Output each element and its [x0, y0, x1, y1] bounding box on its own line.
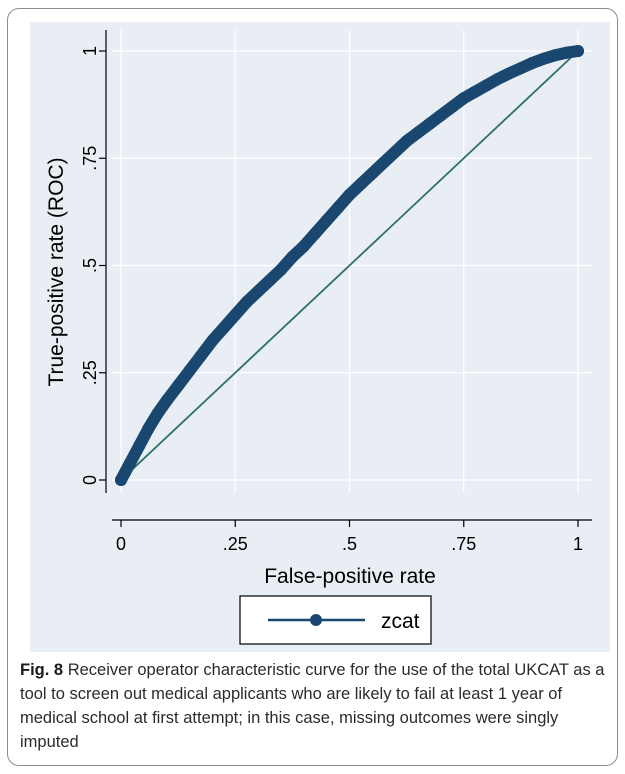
y-axis-ticks: 0 .25 .5 .75 1: [80, 46, 106, 485]
y-tick-label-4: 1: [80, 46, 100, 56]
x-axis-ticks: 0 .25 .5 .75 1: [116, 520, 583, 554]
caption-text: Receiver operator characteristic curve f…: [20, 661, 605, 751]
roc-point-15: [274, 263, 287, 276]
roc-point-0: [115, 474, 127, 486]
roc-point-22: [354, 177, 367, 190]
plot-area: [112, 30, 592, 493]
reference-diagonal-line: [120, 50, 579, 481]
roc-point-27: [412, 126, 425, 139]
roc-point-10: [217, 321, 230, 334]
roc-point-21: [343, 188, 356, 201]
x-tick-label-0: 0: [116, 534, 126, 554]
y-tick-label-2: .5: [80, 258, 100, 273]
roc-point-29: [434, 109, 447, 122]
roc-curve-markers: [115, 45, 584, 486]
roc-point-31: [457, 92, 470, 105]
roc-point-33: [480, 79, 493, 92]
roc-point-32: [469, 85, 482, 98]
roc-point-6: [172, 379, 185, 392]
roc-point-24: [377, 156, 390, 169]
roc-point-23: [366, 167, 379, 180]
roc-point-19: [320, 214, 333, 227]
roc-point-36: [514, 62, 527, 75]
roc-point-8: [194, 349, 207, 362]
roc-point-4: [151, 407, 164, 420]
roc-point-3: [142, 422, 155, 435]
x-tick-label-4: 1: [573, 534, 583, 554]
roc-point-14: [263, 274, 276, 287]
roc-point-16: [286, 250, 299, 263]
roc-point-38: [537, 52, 550, 65]
roc-point-5: [160, 394, 173, 407]
x-axis-title: False-positive rate: [264, 565, 436, 588]
x-tick-label-1: .25: [223, 534, 248, 554]
caption-figure-label: Fig. 8: [20, 661, 64, 679]
figure-caption: Fig. 8 Receiver operator characteristic …: [20, 658, 610, 754]
roc-point-1: [124, 456, 137, 469]
y-tick-label-3: .75: [80, 146, 100, 171]
legend-marker-swatch: [310, 614, 322, 626]
y-tick-label-0: 0: [80, 475, 100, 485]
x-tick-label-3: .75: [451, 534, 476, 554]
roc-point-26: [400, 135, 413, 148]
y-axis-title: True-positive rate (ROC): [45, 157, 68, 386]
roc-point-11: [229, 308, 242, 321]
roc-point-39: [549, 49, 562, 62]
roc-point-30: [446, 100, 459, 113]
roc-point-18: [309, 227, 322, 240]
roc-point-2: [133, 439, 146, 452]
roc-point-40: [560, 46, 573, 59]
roc-point-35: [503, 67, 516, 80]
roc-point-13: [252, 285, 265, 298]
roc-point-20: [332, 201, 345, 214]
roc-point-37: [526, 57, 539, 70]
roc-point-25: [389, 145, 402, 158]
roc-point-34: [492, 72, 505, 85]
roc-point-17: [297, 240, 310, 253]
roc-point-7: [183, 364, 196, 377]
roc-point-12: [240, 295, 253, 308]
roc-point-28: [423, 117, 436, 130]
legend-label-zcat: zcat: [381, 610, 420, 633]
x-tick-label-2: .5: [342, 534, 357, 554]
roc-point-41: [572, 45, 584, 57]
roc-point-9: [206, 334, 219, 347]
y-tick-label-1: .25: [80, 360, 100, 385]
